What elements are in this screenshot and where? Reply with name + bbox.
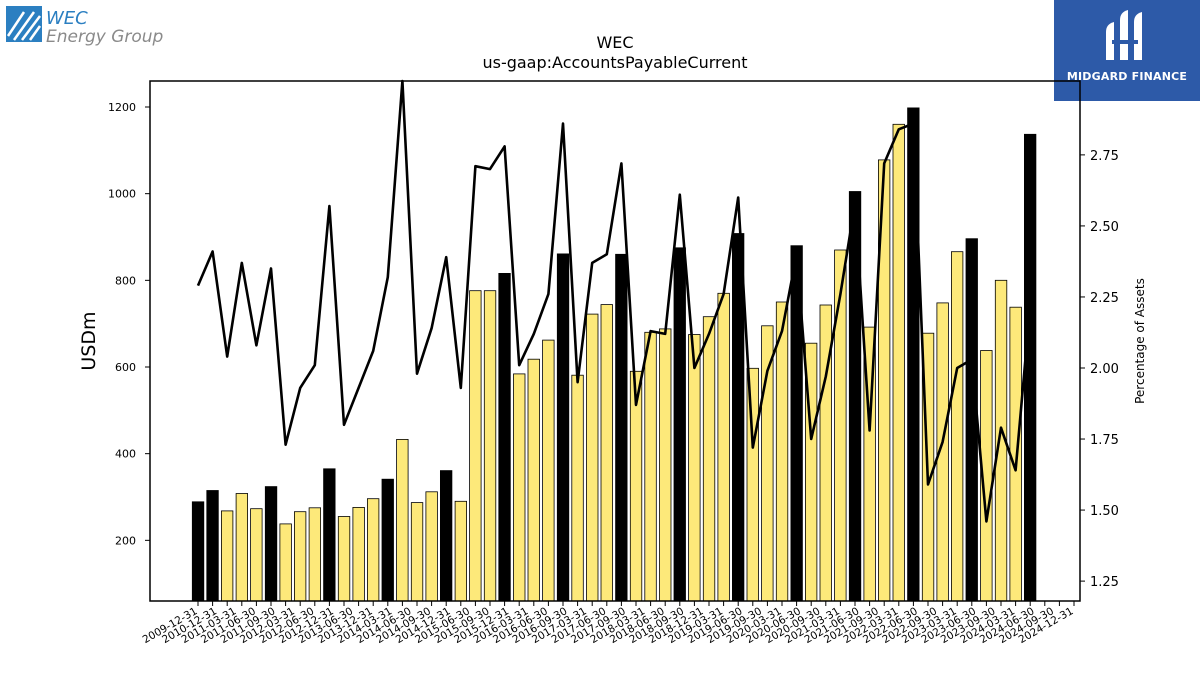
y-tick-label: 400 (115, 448, 136, 461)
plot-frame (149, 80, 1081, 602)
quarter-bar (513, 373, 526, 602)
pct-assets-series (196, 79, 1032, 523)
bar-series (191, 107, 1037, 602)
quarter-bar (717, 292, 730, 602)
annual-bar (1024, 133, 1037, 602)
quarter-bar (688, 334, 701, 602)
y2-axis-label: Percentage of Assets (1133, 278, 1147, 404)
annual-bar (498, 272, 511, 602)
wec-logo-line1: WEC (46, 8, 88, 29)
midgard-logo-text: MIDGARD FINANCE (1066, 70, 1188, 83)
y2-tick-label: 2.75 (1090, 149, 1119, 164)
quarter-bar (308, 507, 322, 602)
y-tick-label: 200 (115, 534, 136, 547)
y-axis-label: USDm (78, 311, 100, 370)
annual-bar (206, 490, 219, 602)
y2-tick-label: 1.25 (1090, 575, 1119, 590)
quarter-bar (352, 506, 365, 602)
annual-bar (965, 238, 978, 602)
quarter-bar (279, 523, 292, 602)
wec-logo-line2: Energy Group (46, 27, 164, 47)
quarter-bar (250, 508, 263, 602)
quarter-bar (834, 249, 847, 602)
quarter-bar (761, 325, 774, 602)
quarter-bar (951, 251, 964, 602)
y2-tick-label: 2.00 (1090, 362, 1119, 377)
y2-tick-label: 1.50 (1090, 504, 1119, 519)
quarter-bar (600, 304, 613, 602)
quarter-bar (644, 331, 657, 602)
annual-bar (907, 107, 920, 602)
quarter-bar (1009, 306, 1022, 602)
annual-bar (732, 233, 745, 602)
quarter-bar (892, 123, 905, 602)
annual-bar (556, 253, 570, 602)
quarter-bar (293, 511, 307, 602)
quarter-bar (454, 500, 468, 602)
wec-logo-mark-icon (6, 6, 42, 42)
chart-subtitle: us-gaap:AccountsPayableCurrent (482, 53, 747, 72)
y-tick-label: 600 (115, 361, 136, 374)
y-tick-label: 800 (115, 274, 136, 287)
quarter-bar (235, 493, 249, 602)
quarter-bar (659, 328, 672, 602)
midgard-logo-mark-icon (1106, 10, 1142, 60)
quarter-bar (425, 491, 438, 602)
quarter-bar (702, 316, 716, 602)
quarter-bar (483, 290, 497, 602)
quarter-bar (366, 498, 380, 602)
y2-tick-label: 2.25 (1090, 291, 1119, 306)
annual-bar (323, 468, 336, 602)
quarter-bar (542, 339, 555, 602)
midgard-logo: MIDGARD FINANCE (1054, 0, 1200, 101)
y2-tick-label: 1.75 (1090, 433, 1119, 448)
quarter-bar (746, 367, 759, 602)
pct-assets-line (196, 79, 1032, 523)
annual-bar (381, 478, 394, 602)
annual-bar (191, 501, 205, 602)
quarter-bar (586, 313, 599, 602)
y-tick-label: 1200 (108, 101, 136, 114)
quarter-bar (410, 502, 424, 602)
y2-tick-label: 2.50 (1090, 220, 1119, 235)
y-axis-ticks: 200 400 600 800 1000 1200 (108, 101, 150, 547)
quarter-bar (469, 290, 482, 602)
y2-axis-ticks: 1.25 1.50 1.75 2.00 2.25 2.50 2.75 (1080, 149, 1119, 590)
quarter-bar (775, 301, 789, 602)
wec-logo: WEC Energy Group (6, 6, 166, 50)
quarter-bar (527, 358, 540, 602)
annual-bar (439, 470, 453, 602)
annual-bar (264, 486, 278, 602)
annual-bar (615, 253, 628, 602)
quarter-bar (396, 438, 409, 602)
quarter-bar (337, 516, 351, 602)
annual-bar (673, 247, 686, 602)
chart-title: WEC (596, 33, 633, 52)
quarter-bar (220, 510, 234, 602)
y-tick-label: 1000 (108, 188, 136, 201)
x-axis-ticks: 2009-12-312010-12-312011-03-312011-06-30… (141, 601, 1076, 646)
quarter-bar (571, 374, 584, 602)
